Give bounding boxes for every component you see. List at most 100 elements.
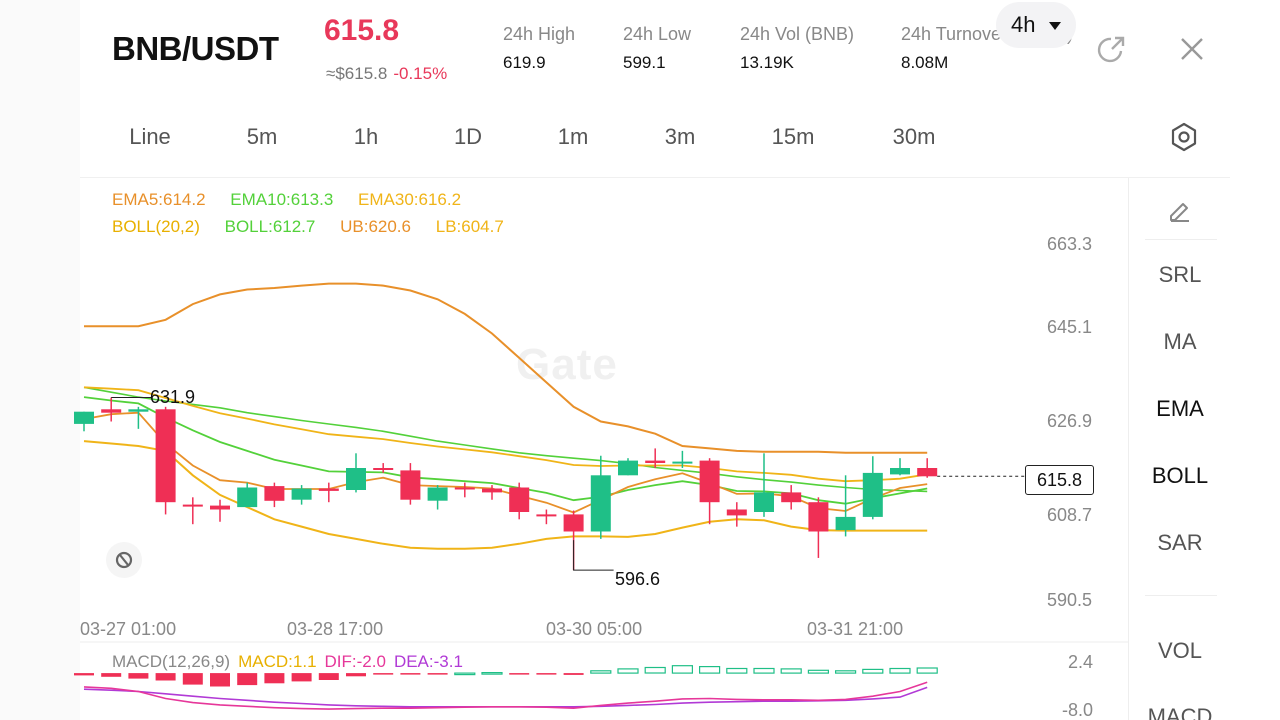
boll-lb-legend: LB:604.7 xyxy=(435,217,504,236)
candle-body xyxy=(835,516,856,531)
drawing-toggle-icon[interactable] xyxy=(106,542,142,578)
timeframe-bar: Line 5m 1h 1D 1m 3m 15m 30m xyxy=(80,112,1230,162)
candle-body xyxy=(101,409,122,413)
pencil-icon[interactable] xyxy=(1166,196,1194,224)
candle-body xyxy=(645,460,666,463)
macd-hist-bar xyxy=(644,666,666,674)
candle-body xyxy=(482,488,502,493)
ema30-line xyxy=(83,386,928,483)
candle-body xyxy=(699,460,720,503)
sidebar-item-boll[interactable]: BOLL xyxy=(1151,463,1209,488)
tab-1d[interactable]: 1D xyxy=(453,124,483,149)
tab-5m[interactable]: 5m xyxy=(246,124,278,149)
price-change: -0.15% xyxy=(393,64,448,83)
candle-body xyxy=(237,487,258,508)
price-axis-label: 590.5 xyxy=(1047,590,1093,610)
candles xyxy=(74,397,938,571)
boll-ub-legend: UB:620.6 xyxy=(340,217,411,236)
boll-upper-band xyxy=(84,282,928,454)
left-gutter xyxy=(0,0,80,720)
last-price: 615.8 xyxy=(324,14,400,47)
candle-body xyxy=(808,502,829,532)
boll-middle-band xyxy=(83,386,928,493)
sidebar-item-vol[interactable]: VOL xyxy=(1157,638,1203,663)
stat-24h-high: 24h High 619.9 xyxy=(503,24,575,73)
time-axis-label: 03-31 21:00 xyxy=(807,619,904,639)
dea-value: DEA:-3.1 xyxy=(393,652,463,671)
macd-legend: MACD(12,26,9) MACD:1.1 DIF:-2.0 DEA:-3.1 xyxy=(112,652,471,672)
macd-value: MACD:1.1 xyxy=(238,652,317,671)
macd-hist-bar xyxy=(617,668,639,674)
hexagon-gear-icon[interactable] xyxy=(1166,119,1202,155)
stat-24h-volume: 24h Vol (BNB) 13.19K xyxy=(740,24,854,73)
tab-30m[interactable]: 30m xyxy=(892,124,936,149)
tab-15m[interactable]: 15m xyxy=(771,124,815,149)
candle-body xyxy=(509,487,530,512)
macd-panel xyxy=(74,665,938,710)
tab-1h[interactable]: 1h xyxy=(353,124,379,149)
stat-value: 13.19K xyxy=(740,53,794,72)
time-axis-label: 03-30 05:00 xyxy=(546,619,643,639)
macd-hist-bar xyxy=(373,673,394,675)
stat-label: 24h Vol (BNB) xyxy=(740,24,855,44)
candle-body xyxy=(590,475,611,532)
ema-legend: EMA5:614.2 EMA10:613.3 EMA30:616.2 xyxy=(112,190,461,210)
candle-body xyxy=(291,488,312,500)
candle-body xyxy=(74,411,94,424)
sidebar-item-ema[interactable]: EMA xyxy=(1156,396,1204,421)
macd-hist-bar xyxy=(509,673,530,675)
macd-hist-bar xyxy=(291,673,312,682)
close-icon[interactable] xyxy=(1175,32,1209,66)
macd-hist-bar xyxy=(916,667,938,674)
candle-body xyxy=(182,504,203,507)
macd-hist-bar xyxy=(318,673,339,680)
macd-axis-label: -8.0 xyxy=(1062,700,1094,720)
low-marker-line xyxy=(573,540,614,571)
price-markers xyxy=(111,397,1025,571)
candle-body xyxy=(427,487,448,501)
boll-lower-band xyxy=(83,440,928,550)
price-axis-label: 645.1 xyxy=(1047,317,1093,337)
candle-body xyxy=(618,460,638,476)
ema5-legend: EMA5:614.2 xyxy=(112,190,206,209)
ema30-legend: EMA30:616.2 xyxy=(358,190,462,209)
macd-hist-bar xyxy=(889,667,911,674)
macd-dif-line xyxy=(83,681,928,710)
macd-hist-bar xyxy=(563,673,584,675)
active-timeframe: 4h xyxy=(1011,12,1036,37)
sidebar-item-srl[interactable]: SRL xyxy=(1158,262,1202,287)
candle-body xyxy=(400,470,421,500)
stat-value: 8.08M xyxy=(901,53,949,72)
macd-hist-bar xyxy=(536,673,557,675)
stat-value: 619.9 xyxy=(503,53,546,72)
macd-hist-bar xyxy=(155,673,176,681)
last-price-tag: 615.8 xyxy=(1025,465,1094,495)
time-axis-label: 03-28 17:00 xyxy=(287,619,384,639)
macd-hist-bar xyxy=(807,669,830,674)
timeframe-dropdown-4h[interactable]: 4h xyxy=(996,2,1076,48)
fiat-price: ≈$615.8 xyxy=(326,64,388,83)
time-axis-label: 03-27 01:00 xyxy=(80,619,177,639)
share-icon[interactable] xyxy=(1095,32,1129,66)
candle-body xyxy=(890,468,910,475)
tab-line[interactable]: Line xyxy=(129,124,171,149)
sidebar-item-sar[interactable]: SAR xyxy=(1157,530,1203,555)
macd-axis-label: 2.4 xyxy=(1068,652,1094,672)
tab-1m[interactable]: 1m xyxy=(557,124,589,149)
sidebar-item-macd[interactable]: MACD xyxy=(1147,704,1213,720)
boll-legend: BOLL(20,2) BOLL:612.7 UB:620.6 LB:604.7 xyxy=(112,217,504,237)
macd-hist-bar xyxy=(427,673,448,675)
boll-params-legend: BOLL(20,2) xyxy=(112,217,200,236)
low-marker-label: 596.6 xyxy=(615,569,661,589)
macd-hist-bar xyxy=(590,670,612,674)
candle-body xyxy=(563,514,584,532)
price-axis-label: 663.3 xyxy=(1047,234,1093,254)
stat-value: 599.1 xyxy=(623,53,666,72)
trading-pair-title: BNB/USDT xyxy=(112,30,279,67)
macd-hist-bar xyxy=(780,668,802,674)
candle-body xyxy=(781,492,802,503)
sidebar-item-ma[interactable]: MA xyxy=(1163,329,1197,354)
tab-3m[interactable]: 3m xyxy=(664,124,696,149)
candle-body xyxy=(128,409,149,412)
